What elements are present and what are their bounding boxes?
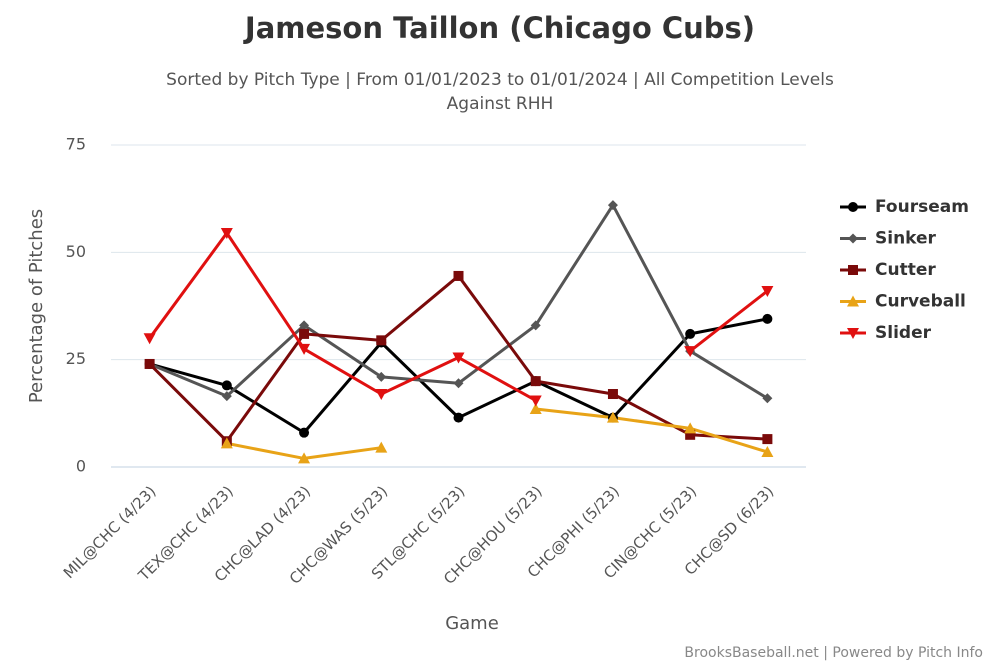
marker	[847, 295, 859, 307]
marker	[606, 411, 619, 423]
legend-label[interactable]: Fourseam	[875, 197, 969, 217]
marker	[220, 437, 233, 449]
marker	[221, 380, 232, 391]
marker	[761, 445, 774, 457]
marker	[530, 376, 541, 387]
y-axis-title: Percentage of Pitches	[26, 209, 47, 403]
marker	[684, 346, 697, 358]
marker	[221, 391, 232, 402]
marker	[376, 335, 387, 346]
chart-subtitle: Against RHH	[447, 94, 554, 114]
marker	[684, 422, 697, 434]
marker	[761, 285, 774, 297]
legend-label[interactable]: Sinker	[875, 229, 937, 249]
marker	[848, 233, 858, 244]
marker	[375, 441, 388, 453]
marker	[848, 265, 858, 275]
y-tick-label: 75	[66, 135, 86, 154]
marker	[220, 228, 233, 240]
marker	[530, 320, 541, 331]
marker	[144, 358, 155, 369]
marker	[298, 343, 311, 355]
marker	[685, 328, 696, 339]
marker	[847, 328, 859, 339]
marker	[762, 434, 773, 445]
marker	[298, 452, 311, 464]
marker	[452, 352, 465, 364]
y-tick-label: 25	[66, 349, 86, 368]
marker	[529, 395, 542, 407]
marker	[299, 427, 310, 438]
series-line	[148, 231, 769, 402]
marker	[376, 371, 387, 382]
marker	[299, 328, 310, 339]
marker	[453, 378, 464, 389]
marker	[375, 389, 388, 401]
legend-label[interactable]: Cutter	[875, 260, 936, 280]
y-tick-label: 50	[66, 242, 86, 261]
chart-subtitle: Sorted by Pitch Type | From 01/01/2023 t…	[166, 70, 834, 90]
marker	[685, 429, 696, 440]
marker	[762, 313, 773, 324]
chart-title: Jameson Taillon (Chicago Cubs)	[243, 11, 755, 45]
legend-label[interactable]: Curveball	[875, 292, 966, 312]
marker	[299, 320, 310, 331]
marker	[762, 393, 773, 404]
marker	[453, 412, 464, 423]
credit: BrooksBaseball.net | Powered by Pitch In…	[684, 645, 983, 661]
y-tick-label: 0	[76, 457, 86, 476]
legend-label[interactable]: Slider	[875, 323, 932, 343]
x-axis-title: Game	[445, 613, 499, 634]
marker	[453, 270, 464, 281]
marker	[848, 202, 858, 212]
series-line	[149, 203, 769, 400]
marker	[607, 389, 618, 400]
marker	[529, 403, 542, 415]
marker	[143, 333, 156, 345]
marker	[607, 200, 618, 211]
